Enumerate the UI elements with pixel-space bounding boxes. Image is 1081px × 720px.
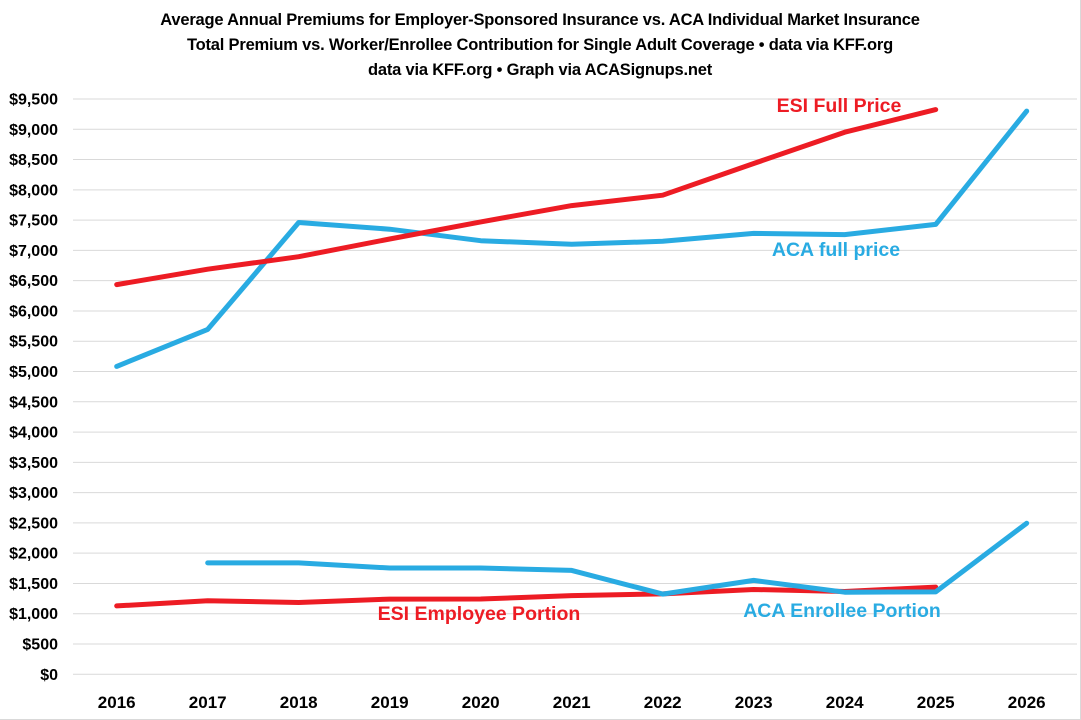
series-lines-group: [114, 107, 1030, 609]
x-tick-label: 2018: [280, 693, 318, 712]
chart-title-line-2: Total Premium vs. Worker/Enrollee Contri…: [186, 36, 894, 54]
y-tick-label: $8,000: [9, 182, 58, 199]
x-tick-label: 2017: [189, 693, 227, 712]
x-tick-label: 2020: [462, 693, 500, 712]
y-tick-label: $4,000: [9, 425, 58, 442]
x-tick-label: 2024: [826, 693, 864, 712]
y-tick-label: $9,000: [9, 122, 58, 139]
y-tick-label: $2,000: [9, 546, 58, 563]
x-axis-labels-group: 2016 2017 2018 2019 2020 2021 2022 2023 2024 2025…: [98, 693, 1046, 712]
y-tick-label: $1,000: [9, 606, 58, 623]
y-tick-label: $5,000: [9, 364, 58, 381]
x-tick-label: 2022: [644, 693, 682, 712]
y-tick-label: $3,500: [9, 455, 58, 472]
x-tick-label: 2021: [553, 693, 591, 712]
x-tick-label: 2019: [371, 693, 409, 712]
y-tick-label: $6,500: [9, 273, 58, 290]
series-label-aca-enrollee-portion: ACA Enrollee Portion: [743, 600, 941, 622]
series-label-aca-full-price: ACA full price: [772, 239, 900, 261]
x-tick-label: 2025: [917, 693, 955, 712]
chart-title-line-3: data via KFF.org • Graph via ACASignups.…: [367, 61, 713, 79]
y-axis-labels-group: $0 $500 $1,000 $1,500 $2,000 $2,500 $3,000 $3,5…: [9, 92, 58, 684]
x-tick-label: 2016: [98, 693, 136, 712]
y-tick-label: $5,500: [9, 334, 58, 351]
series-label-esi-employee-portion: ESI Employee Portion: [378, 603, 581, 625]
series-line-aca-enrollee-portion: [205, 520, 1030, 597]
y-tick-label: $8,500: [9, 152, 58, 169]
y-tick-label: $9,500: [9, 92, 58, 109]
series-line-aca-full-price: [114, 108, 1030, 369]
y-tick-label: $6,000: [9, 303, 58, 320]
x-tick-label: 2023: [735, 693, 773, 712]
series-line-esi-full-price: [114, 107, 939, 288]
y-tick-label: $0: [40, 667, 58, 684]
series-labels-group: ESI Full Price ACA full price ESI Employee…: [378, 95, 941, 625]
x-tick-label: 2026: [1008, 693, 1046, 712]
y-tick-label: $500: [22, 637, 58, 654]
series-line-esi-employee-portion: [114, 584, 939, 609]
y-tick-label: $7,500: [9, 213, 58, 230]
gridlines-group: [73, 98, 1077, 675]
y-tick-label: $1,500: [9, 576, 58, 593]
series-label-esi-full-price: ESI Full Price: [777, 95, 902, 117]
y-tick-label: $2,500: [9, 515, 58, 532]
y-tick-label: $7,000: [9, 243, 58, 260]
y-tick-label: $3,000: [9, 485, 58, 502]
y-tick-label: $4,500: [9, 394, 58, 411]
chart-title: Average Annual Premiums for Employer-Spo…: [0, 8, 1080, 83]
chart-title-line-1: Average Annual Premiums for Employer-Spo…: [160, 11, 920, 29]
